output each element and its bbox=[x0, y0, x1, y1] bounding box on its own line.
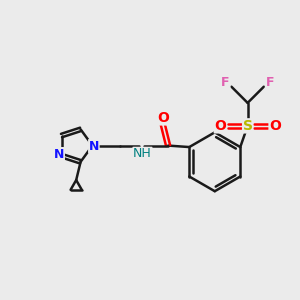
Text: F: F bbox=[221, 76, 230, 89]
Text: N: N bbox=[54, 148, 64, 160]
Text: O: O bbox=[157, 111, 169, 125]
Text: F: F bbox=[266, 76, 274, 89]
Text: S: S bbox=[243, 119, 253, 133]
Text: O: O bbox=[214, 119, 226, 133]
Text: NH: NH bbox=[133, 147, 152, 160]
Text: O: O bbox=[269, 119, 281, 133]
Text: N: N bbox=[89, 140, 99, 153]
